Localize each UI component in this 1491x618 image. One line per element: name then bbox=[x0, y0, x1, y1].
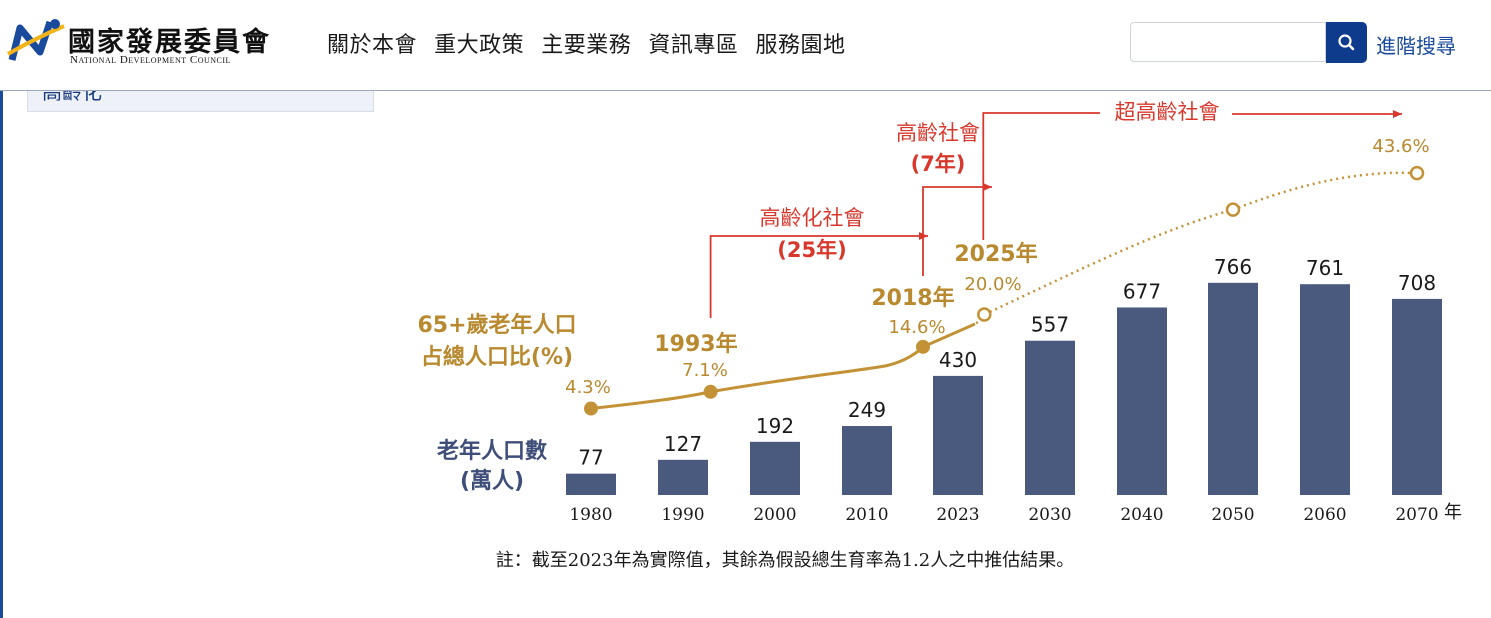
search-icon bbox=[1338, 34, 1355, 51]
percentage-label: 7.1% bbox=[682, 360, 728, 381]
percentage-point-1993 bbox=[703, 384, 718, 399]
nav-item-policies[interactable]: 重大政策 bbox=[434, 33, 525, 58]
x-tick-label: 1990 bbox=[661, 505, 704, 525]
stage-label: 超高齡社會 bbox=[1115, 100, 1220, 124]
search-input[interactable] bbox=[1130, 22, 1326, 62]
bar-1990 bbox=[658, 459, 708, 495]
x-tick-label: 2070 bbox=[1395, 505, 1438, 525]
year-label: 1993年 bbox=[654, 331, 737, 357]
bar-2030 bbox=[1025, 340, 1075, 495]
site-logo[interactable]: 國家發展委員會 National Development Council bbox=[6, 14, 296, 70]
x-tick-label: 1980 bbox=[569, 505, 612, 525]
year-label: 2025年 bbox=[954, 241, 1037, 267]
percentage-label: 14.6% bbox=[888, 317, 945, 338]
advanced-search-link[interactable]: 進階搜尋 bbox=[1376, 34, 1456, 58]
nav-item-service-area[interactable]: 服務園地 bbox=[755, 33, 846, 58]
percentage-point-1980 bbox=[584, 401, 598, 416]
bar-value-label: 677 bbox=[1123, 279, 1161, 303]
bar-value-label: 249 bbox=[848, 398, 886, 422]
search-button[interactable] bbox=[1326, 22, 1367, 63]
percentage-point-2070 bbox=[1409, 165, 1425, 181]
bar-value-label: 192 bbox=[756, 414, 794, 438]
bar-2070 bbox=[1392, 298, 1442, 495]
percentage-line-actual bbox=[590, 322, 976, 411]
stage-line-super-aged-society bbox=[982, 112, 1100, 240]
x-axis-unit: 年 bbox=[1444, 502, 1462, 523]
percentage-point-2050 bbox=[1225, 202, 1241, 217]
site-header: 國家發展委員會 National Development Council 關於本… bbox=[0, 0, 1491, 91]
stage-arrow-aged-society bbox=[922, 183, 992, 276]
bar-2050 bbox=[1208, 282, 1258, 495]
bar-2040 bbox=[1117, 307, 1167, 495]
percentage-line-projected bbox=[983, 171, 1418, 316]
bar-2023 bbox=[933, 375, 983, 495]
bar-2000 bbox=[750, 441, 800, 495]
x-tick-label: 2023 bbox=[936, 505, 979, 525]
logo-name-zh: 國家發展委員會 bbox=[68, 27, 271, 58]
bar-series-label: 老年人口數 bbox=[436, 438, 547, 464]
x-tick-label: 2050 bbox=[1211, 505, 1254, 525]
bar-value-label: 557 bbox=[1031, 313, 1069, 337]
bar-value-label: 708 bbox=[1398, 271, 1436, 295]
nav-item-about[interactable]: 關於本會 bbox=[327, 33, 418, 58]
percentage-label: 20.0% bbox=[964, 274, 1021, 295]
nav-item-info[interactable]: 資訊專區 bbox=[648, 33, 739, 58]
year-label: 2018年 bbox=[871, 285, 954, 311]
x-tick-label: 2030 bbox=[1028, 505, 1071, 525]
percentage-label: 4.3% bbox=[565, 377, 611, 398]
page-left-border bbox=[0, 0, 3, 618]
x-tick-label: 2060 bbox=[1303, 505, 1346, 525]
bar-2060 bbox=[1300, 284, 1350, 495]
bar-value-label: 127 bbox=[664, 432, 702, 456]
line-series-label: 占總人口比(%) bbox=[421, 344, 573, 370]
percentage-point-2025 bbox=[977, 307, 992, 322]
percentage-label: 43.6% bbox=[1372, 136, 1429, 157]
nav-item-services[interactable]: 主要業務 bbox=[541, 33, 632, 58]
percentage-point-2018 bbox=[916, 339, 930, 354]
stage-label: (25年) bbox=[777, 238, 846, 262]
stage-label: (7年) bbox=[911, 152, 966, 176]
x-tick-label: 2010 bbox=[845, 505, 888, 525]
chart-note: 註：截至2023年為實際值，其餘為假設總生育率為1.2人之中推估結果。 bbox=[496, 550, 1074, 571]
bar-value-label: 766 bbox=[1214, 255, 1252, 279]
bar-value-label: 77 bbox=[578, 446, 603, 470]
x-tick-label: 2040 bbox=[1120, 505, 1163, 525]
bar-2010 bbox=[842, 426, 892, 495]
stage-label: 高齡化社會 bbox=[760, 206, 865, 230]
bar-1980 bbox=[566, 473, 616, 495]
bar-value-label: 761 bbox=[1306, 256, 1344, 280]
bar-series-label: (萬人) bbox=[460, 469, 524, 494]
x-tick-label: 2000 bbox=[753, 505, 796, 525]
stage-arrow-aging-society bbox=[709, 232, 928, 318]
bar-value-label: 430 bbox=[939, 348, 977, 372]
stage-label: 高齡社會 bbox=[896, 121, 980, 145]
ndc-logo-icon bbox=[7, 19, 65, 61]
logo-name-en: National Development Council bbox=[70, 54, 231, 66]
main-nav: 關於本會 重大政策 主要業務 資訊專區 服務園地 bbox=[327, 27, 857, 58]
line-series-label: 65+歲老年人口 bbox=[417, 312, 576, 338]
